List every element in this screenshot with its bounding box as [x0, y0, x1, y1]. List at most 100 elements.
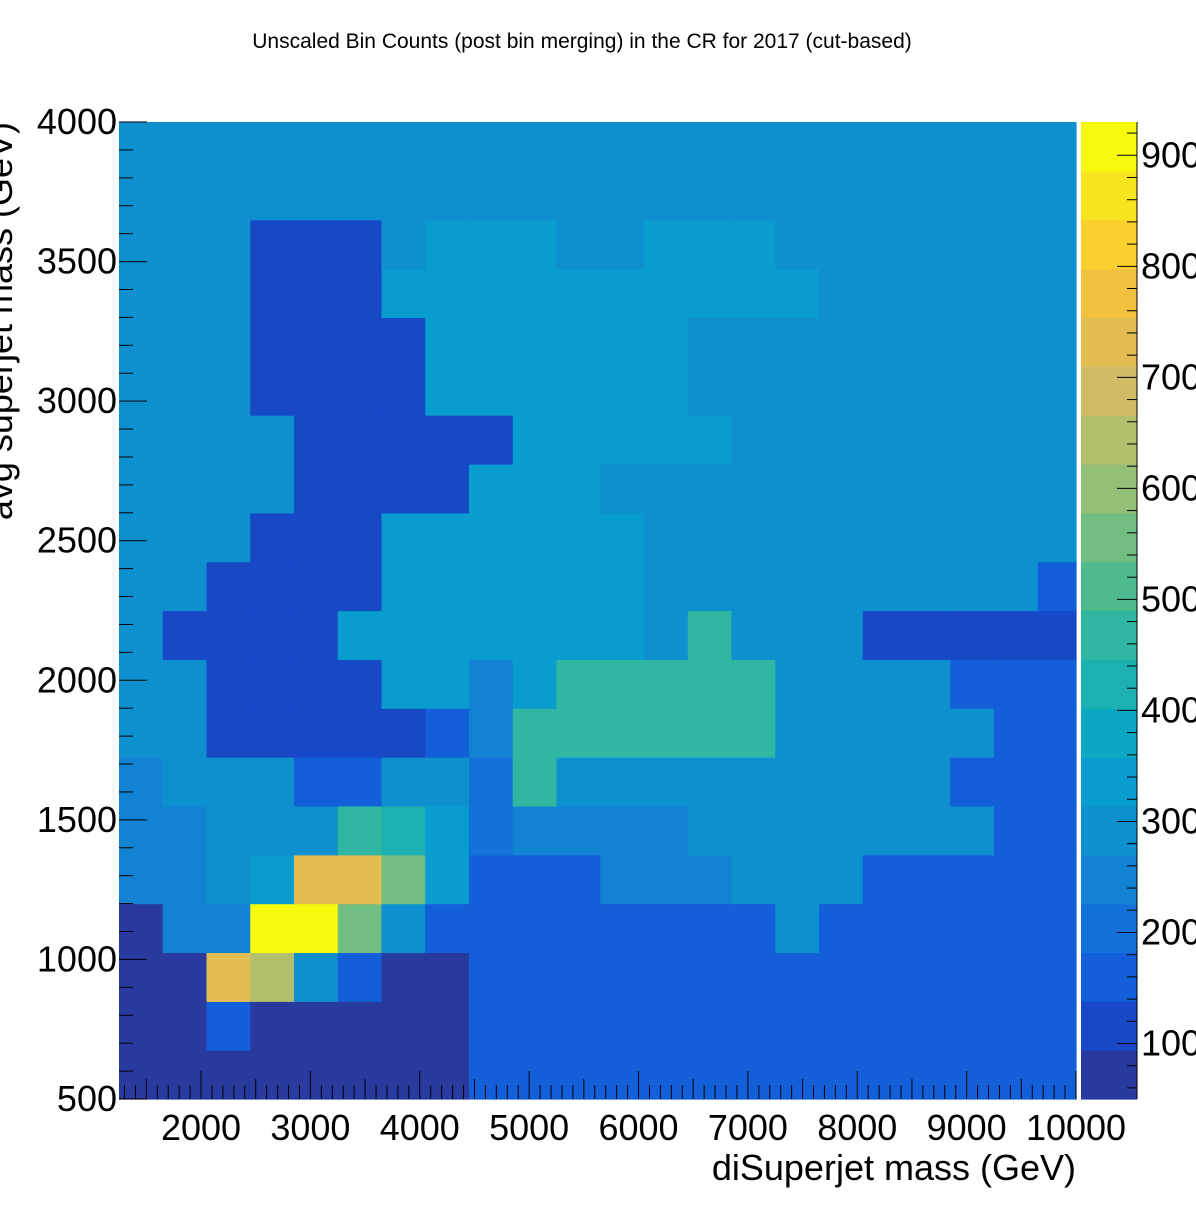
heatmap-cell	[993, 561, 1039, 612]
heatmap-cell	[993, 854, 1039, 905]
heatmap-cell	[337, 170, 383, 221]
heatmap-cell	[206, 415, 251, 465]
heatmap-cell	[993, 805, 1039, 856]
heatmap-cell	[775, 805, 820, 856]
heatmap-cell	[162, 463, 208, 514]
heatmap-cell	[731, 903, 776, 954]
heatmap-cell	[425, 366, 470, 416]
heatmap-cell	[993, 1050, 1039, 1100]
heatmap-cell	[1037, 708, 1077, 758]
heatmap-cell	[337, 1050, 383, 1100]
heatmap-cell	[206, 1001, 251, 1051]
heatmap-cell	[950, 366, 995, 416]
heatmap-cell	[425, 1001, 470, 1051]
heatmap-cell	[337, 219, 383, 270]
heatmap-cell	[381, 415, 426, 465]
heatmap-cell	[206, 952, 251, 1002]
heatmap-cell	[818, 170, 864, 221]
heatmap-cell	[731, 463, 776, 514]
heatmap-cell	[775, 659, 820, 709]
colorbar-tick-label: 500	[1141, 578, 1196, 619]
heatmap-cell	[731, 805, 776, 856]
heatmap-cell	[731, 659, 776, 709]
heatmap-cell	[687, 415, 733, 465]
heatmap-cell	[250, 366, 295, 416]
heatmap-cell	[1037, 122, 1077, 172]
heatmap-cell	[687, 317, 733, 367]
heatmap-cell	[687, 708, 733, 758]
heatmap-cell	[556, 170, 601, 221]
heatmap-cell	[425, 561, 470, 612]
heatmap-cell	[950, 415, 995, 465]
heatmap-cell	[775, 122, 820, 172]
heatmap-cell	[468, 659, 514, 709]
heatmap-cell	[950, 1001, 995, 1051]
heatmap-cell	[381, 903, 426, 954]
heatmap-cell	[512, 122, 558, 172]
heatmap-cell	[993, 268, 1039, 318]
heatmap-cell	[162, 219, 208, 270]
heatmap-cell	[381, 561, 426, 612]
heatmap-cell	[600, 757, 645, 807]
heatmap-cell	[862, 463, 908, 514]
heatmap-cell	[775, 170, 820, 221]
heatmap-cell	[818, 1050, 864, 1100]
heatmap-cell	[468, 1001, 514, 1051]
colorbar-tick-label: 400	[1141, 689, 1196, 730]
heatmap-cell	[119, 268, 164, 318]
x-tick-label: 6000	[598, 1107, 678, 1148]
heatmap-cell	[206, 805, 251, 856]
heatmap-cell	[468, 708, 514, 758]
colorbar-tick-label: 600	[1141, 467, 1196, 508]
heatmap-cell	[993, 708, 1039, 758]
heatmap-cell	[1037, 219, 1077, 270]
heatmap-cell	[206, 708, 251, 758]
heatmap-cell	[600, 268, 645, 318]
heatmap-cell	[643, 415, 689, 465]
heatmap-cell	[119, 122, 164, 172]
heatmap-cell	[512, 366, 558, 416]
heatmap-cell	[250, 805, 295, 856]
heatmap-cell	[293, 854, 339, 905]
y-tick-label: 500	[57, 1078, 117, 1119]
heatmap-cell	[906, 170, 951, 221]
heatmap-cell	[206, 854, 251, 905]
heatmap-cell	[468, 805, 514, 856]
colorbar-tick-label: 900	[1141, 134, 1196, 175]
heatmap-cell	[862, 805, 908, 856]
heatmap-cell	[250, 708, 295, 758]
heatmap-cell	[1037, 1001, 1077, 1051]
heatmap-cell	[862, 122, 908, 172]
heatmap-cell	[162, 561, 208, 612]
heatmap-cell	[468, 415, 514, 465]
heatmap-cell	[556, 659, 601, 709]
heatmap-cell	[512, 805, 558, 856]
heatmap-cell	[512, 512, 558, 563]
heatmap-cell	[993, 219, 1039, 270]
heatmap-cell	[1037, 757, 1077, 807]
heatmap-cell	[162, 903, 208, 954]
heatmap-cell	[818, 903, 864, 954]
heatmap-cell	[468, 757, 514, 807]
colorbar-tick-label: 200	[1141, 911, 1196, 952]
heatmap-cell	[993, 122, 1039, 172]
heatmap-cell	[1037, 610, 1077, 660]
heatmap-cell	[250, 561, 295, 612]
heatmap-cell	[206, 170, 251, 221]
heatmap-cell	[162, 610, 208, 660]
heatmap-cell	[293, 659, 339, 709]
colorbar-tick-label: 100	[1141, 1022, 1196, 1063]
colorbar-segment	[1081, 757, 1137, 807]
heatmap-cell	[906, 512, 951, 563]
heatmap-cell	[381, 854, 426, 905]
colorbar-tick-label: 700	[1141, 356, 1196, 397]
heatmap-cell	[381, 366, 426, 416]
heatmap-cell	[643, 268, 689, 318]
heatmap-cell	[381, 952, 426, 1002]
heatmap-cell	[293, 903, 339, 954]
heatmap-cells	[119, 122, 1077, 1100]
heatmap-cell	[162, 317, 208, 367]
heatmap-cell	[775, 512, 820, 563]
